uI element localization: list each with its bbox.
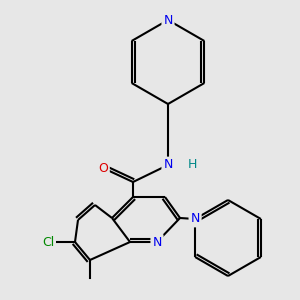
Text: N: N [163, 14, 173, 26]
Text: N: N [163, 158, 173, 172]
Text: O: O [98, 161, 108, 175]
Text: N: N [152, 236, 162, 248]
Text: H: H [187, 158, 197, 172]
Text: Cl: Cl [42, 236, 54, 248]
Text: N: N [190, 212, 200, 226]
